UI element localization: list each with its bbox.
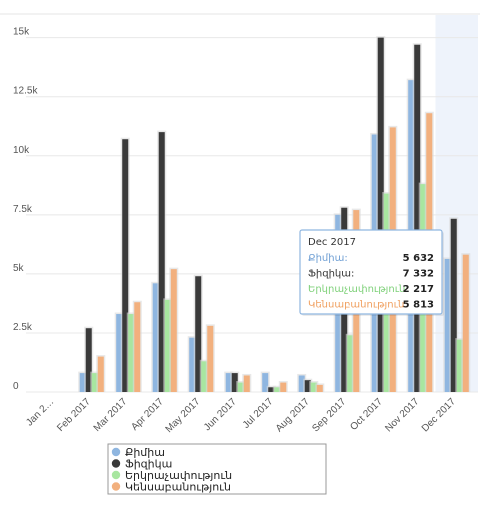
legend-box	[107, 443, 327, 495]
bar[interactable]	[280, 382, 287, 392]
legend-marker	[111, 459, 121, 468]
x-tick-label: May 2017	[164, 396, 203, 435]
bar[interactable]	[462, 254, 469, 392]
x-tick-label: Feb 2017	[55, 396, 93, 434]
x-tick-label: Oct 2017	[348, 396, 385, 433]
tooltip-row-value: 2 217	[403, 284, 434, 295]
legend-marker	[111, 447, 121, 457]
bar[interactable]	[152, 283, 159, 392]
bar[interactable]	[316, 384, 323, 392]
y-tick-label: 12.5k	[13, 86, 38, 97]
bar[interactable]	[189, 337, 196, 392]
bar[interactable]	[134, 302, 141, 392]
bar[interactable]	[274, 387, 281, 392]
bar[interactable]	[122, 139, 129, 392]
bar[interactable]	[116, 314, 123, 392]
tooltip-row-value: 5 813	[403, 300, 434, 311]
bar[interactable]	[79, 373, 86, 392]
x-tick-label: Mar 2017	[92, 396, 130, 434]
bar[interactable]	[304, 380, 311, 392]
tooltip-row-label: Քիմիա:	[308, 253, 348, 264]
x-tick-label: Nov 2017	[383, 396, 421, 434]
bar[interactable]	[310, 382, 317, 392]
x-tick-label: Jul 2017	[241, 396, 276, 431]
y-tick-label: 10k	[13, 145, 30, 156]
bar[interactable]	[128, 314, 135, 392]
bar[interactable]	[195, 276, 202, 392]
bar[interactable]	[207, 325, 214, 392]
bar[interactable]	[243, 375, 250, 392]
bar[interactable]	[377, 37, 384, 392]
x-tick-label: Jan 2…	[24, 396, 56, 428]
tooltip-row-value: 7 332	[403, 269, 434, 280]
bar[interactable]	[456, 339, 463, 392]
tooltip-row-label: Կենսաբանություն:	[308, 300, 408, 311]
legend-label[interactable]: Քիմիա	[125, 446, 165, 459]
legend-label[interactable]: Կենսաբանություն	[125, 481, 231, 494]
bar[interactable]	[164, 299, 171, 392]
tooltip-box	[299, 229, 443, 315]
bar[interactable]	[158, 132, 165, 392]
x-tick-label: Aug 2017	[274, 396, 312, 434]
x-tick-label: Dec 2017	[420, 396, 458, 434]
bar[interactable]	[201, 361, 208, 392]
bar[interactable]	[444, 258, 451, 392]
bar[interactable]	[91, 373, 98, 392]
bar[interactable]	[237, 382, 244, 392]
legend-marker	[111, 482, 121, 491]
tooltip-title: Dec 2017	[308, 237, 356, 248]
bar[interactable]	[414, 44, 421, 393]
bar[interactable]	[170, 269, 177, 392]
tooltip-row-label: Ֆիզիկա:	[308, 269, 354, 280]
legend-label[interactable]: Ֆիզիկա	[125, 458, 172, 471]
y-tick-label: 0	[13, 381, 19, 392]
tooltip-row-value: 5 632	[403, 253, 434, 264]
bar[interactable]	[298, 375, 305, 392]
bar[interactable]	[262, 373, 269, 392]
bar[interactable]	[97, 356, 104, 392]
bar[interactable]	[347, 335, 354, 392]
x-tick-label: Sep 2017	[310, 396, 348, 434]
bar[interactable]	[231, 373, 238, 392]
y-tick-label: 5k	[13, 263, 25, 274]
y-tick-label: 2.5k	[13, 322, 33, 333]
bar[interactable]	[450, 218, 457, 392]
bar[interactable]	[225, 373, 232, 392]
bar[interactable]	[85, 328, 92, 392]
legend-marker	[111, 470, 121, 480]
x-tick-label: Apr 2017	[129, 396, 166, 433]
x-tick-label: Jun 2017	[202, 396, 239, 433]
legend-label[interactable]: Երկրաչափություն	[125, 469, 232, 482]
y-tick-label: 7.5k	[13, 204, 33, 215]
bar[interactable]	[268, 387, 275, 392]
tooltip-row-label: Երկրաչափություն:	[308, 284, 409, 295]
y-tick-label: 15k	[13, 27, 30, 38]
